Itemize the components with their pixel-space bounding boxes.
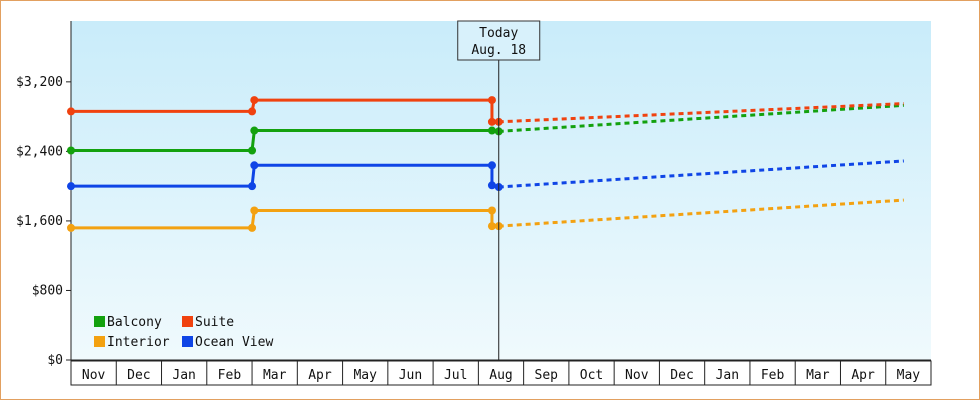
legend-item-interior: Interior: [94, 335, 170, 350]
month-label: Nov: [625, 368, 649, 383]
legend-label: Balcony: [107, 315, 162, 330]
series-forecast-line: [498, 102, 904, 124]
data-point: [67, 107, 75, 116]
data-point: [487, 126, 496, 135]
month-label: May: [353, 368, 377, 383]
today-date: Aug. 18: [471, 43, 526, 58]
data-point: [67, 182, 75, 191]
series-suite: [67, 96, 904, 126]
month-label: Sep: [535, 368, 559, 383]
data-point: [487, 161, 496, 170]
y-tick-label: $2,400: [16, 144, 63, 159]
today-marker: Today Aug. 18: [457, 20, 541, 360]
legend-label: Ocean View: [195, 335, 273, 350]
series-forecast-line: [498, 103, 904, 133]
y-tick-label: $800: [32, 283, 63, 298]
today-label: Today: [479, 26, 518, 41]
data-point: [248, 146, 257, 155]
legend-swatch: [182, 336, 193, 347]
plot-background: [71, 21, 931, 360]
month-label: Aug: [489, 368, 512, 383]
month-label: Feb: [218, 368, 242, 383]
data-point: [67, 146, 75, 155]
series-layer: [67, 96, 904, 232]
y-tick-label: $0: [47, 353, 63, 368]
month-label: Mar: [263, 368, 287, 383]
data-point: [248, 182, 257, 191]
data-point: [250, 206, 259, 215]
month-label: Apr: [308, 368, 332, 383]
y-tick-label: $1,600: [16, 214, 63, 229]
month-label: Jul: [444, 368, 467, 383]
legend-item-suite: Suite: [182, 315, 234, 330]
legend: Balcony Suite Interior Ocean View: [94, 315, 273, 350]
month-label: Jan: [172, 368, 195, 383]
month-label: Jan: [716, 368, 739, 383]
data-point: [487, 222, 496, 231]
series-ocean-view: [67, 159, 904, 192]
legend-item-ocean-view: Ocean View: [182, 335, 273, 350]
month-label: Mar: [806, 368, 830, 383]
data-point: [248, 223, 257, 232]
data-point: [487, 117, 496, 126]
legend-label: Suite: [195, 315, 234, 330]
month-label: Apr: [851, 368, 875, 383]
month-axis-band: [70, 360, 932, 386]
month-label: Jun: [399, 368, 422, 383]
data-point: [250, 126, 259, 135]
month-label: Dec: [670, 368, 693, 383]
series-forecast-line: [498, 198, 904, 228]
legend-swatch: [94, 336, 105, 347]
month-label: Feb: [761, 368, 785, 383]
today-box: [457, 20, 541, 61]
data-point: [487, 181, 496, 190]
month-label: Oct: [580, 368, 603, 383]
data-point: [67, 223, 75, 232]
legend-swatch: [182, 316, 193, 327]
axes: $0 $800 $1,600 $2,400 $3,200 Nov Dec Jan Feb Mar A…: [16, 21, 932, 386]
month-label: Dec: [127, 368, 150, 383]
legend-swatch: [94, 316, 105, 327]
legend-item-balcony: Balcony: [94, 315, 162, 330]
month-label: Nov: [82, 368, 106, 383]
series-forecast-line: [498, 159, 904, 189]
legend-label: Interior: [107, 335, 170, 350]
data-point: [487, 96, 496, 105]
month-label: May: [897, 368, 921, 383]
data-point: [250, 161, 259, 170]
series-interior: [67, 198, 904, 232]
data-point: [250, 96, 259, 105]
data-point: [248, 107, 257, 116]
y-tick-label: $3,200: [16, 75, 63, 90]
series-balcony: [67, 103, 904, 155]
data-point: [487, 206, 496, 215]
